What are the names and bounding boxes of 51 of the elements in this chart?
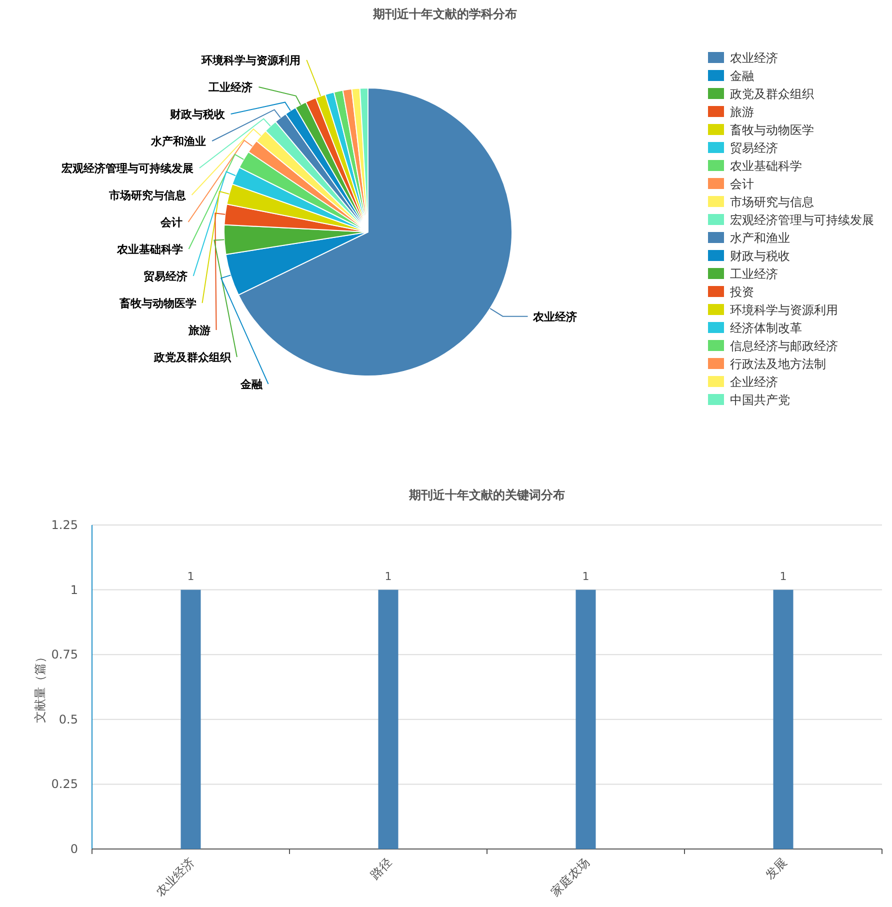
data-label: 农业经济 [532,310,577,324]
data-label: 1 [582,570,590,583]
legend-label: 畜牧与动物医学 [730,123,814,137]
y-tick-label: 0.75 [51,648,78,662]
legend-label: 旅游 [730,105,754,119]
legend-label: 环境科学与资源利用 [730,303,838,317]
data-label: 宏观经济管理与可持续发展 [60,162,194,175]
y-tick-label: 0 [70,842,78,856]
legend-label: 工业经济 [730,267,778,281]
data-label: 会计 [159,216,182,229]
data-label: 畜牧与动物医学 [118,297,196,310]
data-label: 贸易经济 [143,270,188,283]
chart-title: 期刊近十年文献的学科分布 [372,7,517,21]
legend-label: 信息经济与邮政经济 [730,339,838,353]
data-label: 1 [187,570,194,583]
data-label: 农业基础科学 [116,243,183,256]
data-label: 财政与税收 [168,108,226,121]
x-tick-label: 路径 [368,855,394,882]
data-label: 1 [384,570,392,583]
data-label: 工业经济 [208,81,253,94]
legend-label: 农业经济 [730,51,778,65]
legend-label: 企业经济 [730,375,778,389]
data-label: 金融 [239,378,264,391]
legend-label: 财政与税收 [730,249,790,263]
data-label: 1 [780,570,787,583]
data-label: 政党及群众组织 [152,351,232,364]
legend-label: 政党及群众组织 [730,87,814,101]
legend-label: 中国共产党 [730,393,790,407]
legend-label: 金融 [730,69,754,83]
y-tick-label: 1.25 [51,518,78,532]
data-label: 环境科学与资源利用 [200,54,301,67]
data-label: 旅游 [187,324,210,337]
y-tick-label: 0.5 [58,712,78,726]
legend-label: 贸易经济 [730,141,778,155]
legend-label: 宏观经济管理与可持续发展 [730,213,874,227]
legend-label: 投资 [729,285,754,299]
data-label: 市场研究与信息 [108,189,187,202]
y-tick-label: 0.25 [51,777,78,792]
chart-title: 期刊近十年文献的关键词分布 [408,488,565,502]
x-tick-label: 家庭农场 [548,855,592,900]
legend-label: 农业基础科学 [730,159,802,173]
y-axis-title: 文献量（篇） [33,651,47,723]
legend-label: 行政法及地方法制 [730,357,826,371]
x-tick-label: 发展 [762,855,790,882]
legend-label: 经济体制改革 [730,321,802,335]
legend-label: 会计 [730,177,754,191]
x-tick-label: 农业经济 [153,855,197,900]
legend-label: 水产和渔业 [730,231,790,245]
data-label: 水产和渔业 [150,135,206,148]
legend-label: 市场研究与信息 [730,195,814,209]
y-tick-label: 1 [70,582,78,597]
